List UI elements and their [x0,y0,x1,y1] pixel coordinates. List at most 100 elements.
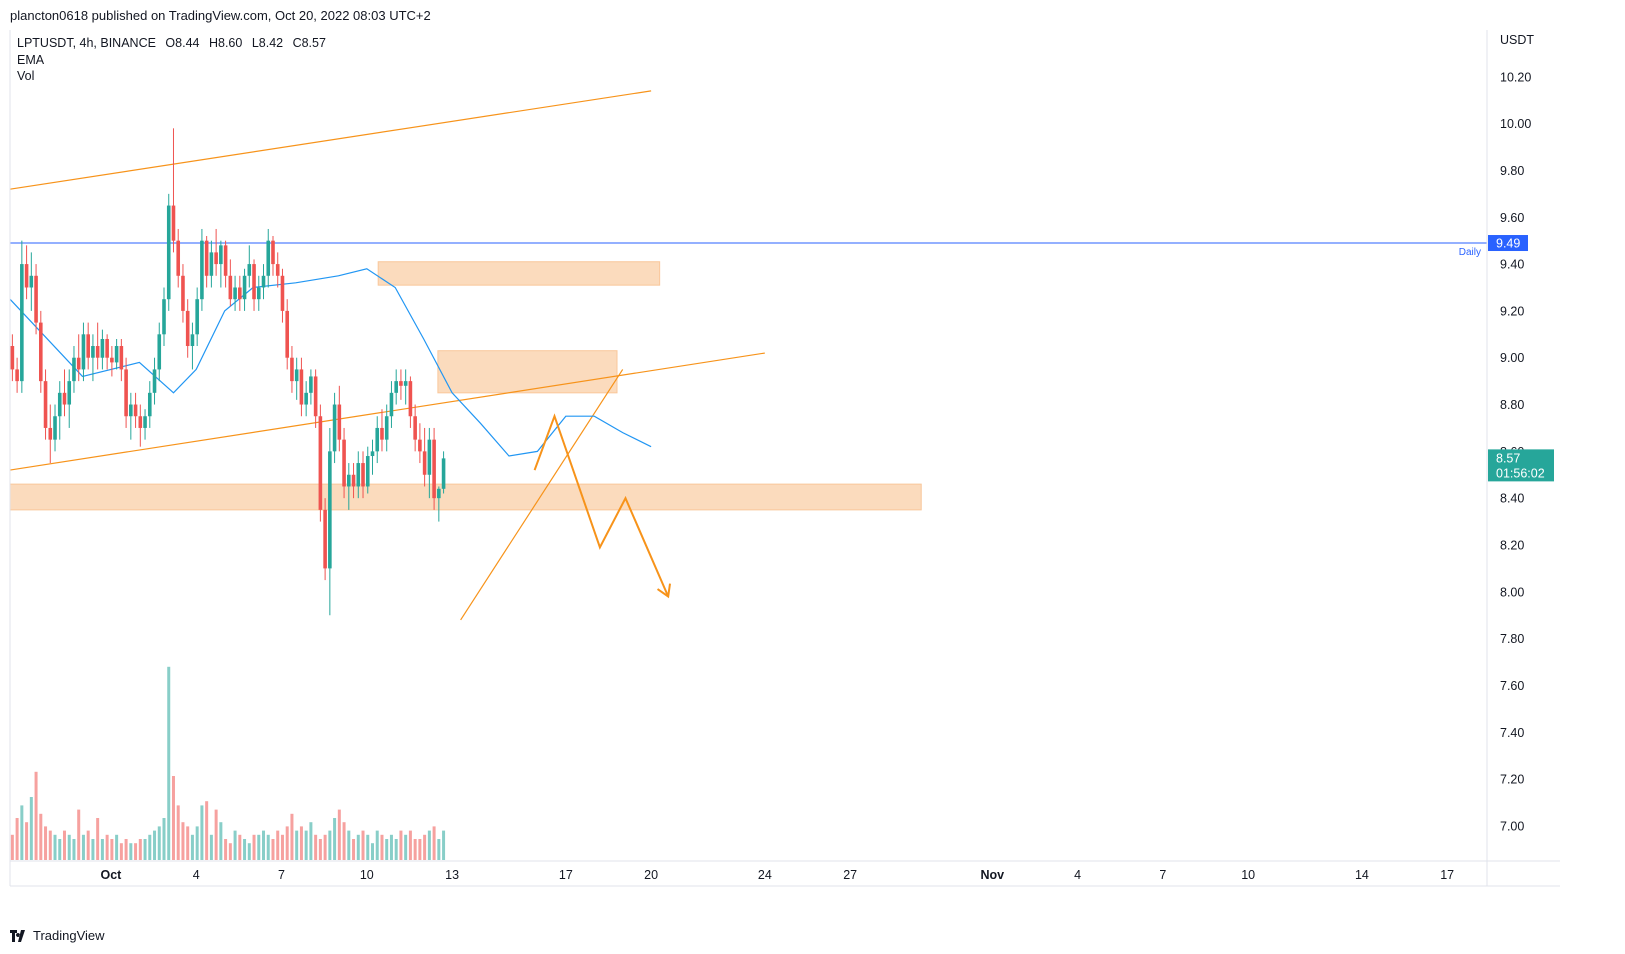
candle [10,334,15,382]
candle [147,381,152,428]
volume-bar [143,839,147,860]
volume-bar [48,830,52,860]
daily-level-badge-text: 9.49 [1496,237,1520,251]
candle [204,235,209,288]
price-tick-label: 10.20 [1500,70,1531,84]
legend-vol[interactable]: Vol [17,69,35,83]
candle [304,381,308,417]
volume-bar [219,822,223,860]
price-tick-label: 7.00 [1500,819,1524,833]
legend-high: H8.60 [208,36,243,50]
volume-bar [375,830,379,860]
candle [24,245,29,300]
tradingview-brand: TradingView [33,928,105,943]
volume-bar [200,805,204,860]
price-tick-label: 9.80 [1500,164,1524,178]
candle [337,385,342,452]
volume-bar [309,822,313,860]
time-tick-label: 24 [758,868,772,882]
candle [299,357,304,417]
candle [347,463,351,510]
trend-line-0[interactable] [9,90,652,190]
volume-bar [25,822,29,860]
candle [233,275,237,311]
candle [53,404,57,452]
candle [432,427,436,510]
candle [332,392,337,464]
volume-bar [427,830,431,860]
candle [394,369,398,405]
candle [43,369,48,440]
legend-open: O8.44 [165,36,200,50]
volume-bar [370,843,374,860]
volume-bar [209,834,213,860]
legend-symbol[interactable]: LPTUSDT, 4h, BINANCE [17,36,156,50]
trend-line-2[interactable] [460,369,624,621]
daily-level-label: Daily [1459,247,1481,258]
candle [351,463,356,499]
projection-path[interactable] [533,413,670,597]
candle [195,287,199,347]
volume-bar [39,813,43,860]
candle [95,322,100,370]
candle [318,404,323,522]
candle [157,322,162,382]
candle [285,299,290,370]
zone-2[interactable] [9,483,922,511]
legend-symbol-row[interactable]: LPTUSDT, 4h, BINANCE O8.44 H8.60 L8.42 C… [17,35,326,52]
zone-0[interactable] [377,261,661,286]
candle [209,240,214,288]
candle [72,346,76,393]
candle [105,334,109,370]
candle [238,275,242,311]
candle [266,228,271,288]
last-price-text: 8.57 [1496,451,1520,465]
price-tick-label: 7.40 [1500,726,1524,740]
volume-bar [361,830,365,860]
volume-bar [134,843,138,860]
ema-line [9,268,652,457]
candle [152,357,157,405]
volume-bar [262,830,266,860]
tradingview-logo[interactable]: TradingView [10,928,105,943]
candle [290,346,294,393]
volume-bar [432,826,436,860]
candle [110,346,114,377]
candle [380,409,384,452]
candle [200,228,204,311]
volume-bar [385,839,389,860]
volume-bar [195,826,199,860]
candle [389,381,394,428]
time-tick-label: 7 [278,868,285,882]
candle [247,245,252,288]
time-tick-label: 10 [360,868,374,882]
candle [67,369,72,428]
candle [171,128,176,253]
candle [119,338,124,382]
volume-bar [96,818,100,860]
time-tick-label: 27 [843,868,857,882]
candle [313,369,318,428]
candle [422,427,427,487]
volume-bar [413,839,417,860]
daily-level-badge [1488,235,1528,252]
candle [39,310,43,393]
price-tick-label: 10.00 [1500,117,1531,131]
volume-bar [394,839,398,860]
volume-bar [314,834,318,860]
volume-bar [67,834,71,860]
legend-ema[interactable]: EMA [17,52,45,67]
candle [100,329,105,370]
candle [143,409,147,440]
candle [309,369,313,405]
trend-line-1[interactable] [9,352,765,471]
candle [81,322,86,382]
candle [166,193,171,311]
candles-layer [10,128,446,616]
volume-bar [290,813,294,860]
zone-1[interactable] [437,350,618,394]
volume-bar [148,834,152,860]
price-tick-label: 8.20 [1500,538,1524,552]
volume-bar [404,834,408,860]
